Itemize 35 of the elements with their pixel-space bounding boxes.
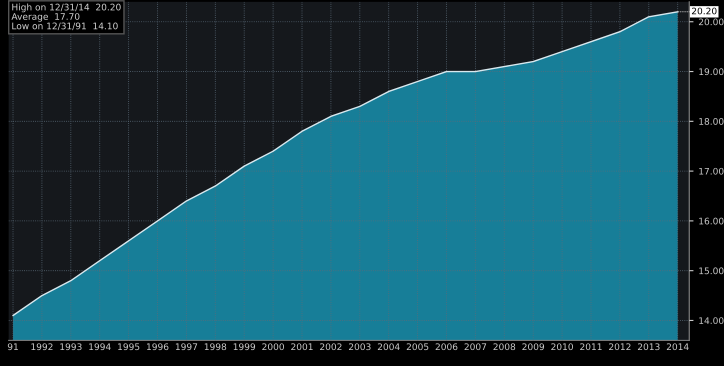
x-tick-label: 1993 bbox=[60, 343, 82, 350]
x-tick-label: 2014 bbox=[666, 343, 689, 350]
x-tick-label: 1995 bbox=[118, 343, 140, 350]
x-tick-label: 2013 bbox=[638, 343, 660, 350]
x-tick-label: 2005 bbox=[406, 343, 428, 350]
y-tick-label: 16.00 bbox=[699, 218, 724, 224]
x-tick-label: 1992 bbox=[31, 343, 53, 350]
y-tick-label: 19.00 bbox=[699, 68, 724, 76]
x-tick-label: 2010 bbox=[551, 343, 573, 350]
y-tick-label: 20.00 bbox=[698, 18, 724, 26]
x-tick-label: 2009 bbox=[522, 343, 544, 350]
x-tick-label: 2012 bbox=[609, 343, 630, 350]
x-tick-label: 2001 bbox=[291, 343, 313, 350]
annotation: High on 12/31/14 20.20 bbox=[12, 4, 121, 12]
annotation: 20.20 bbox=[692, 8, 717, 14]
y-tick-label: 15.00 bbox=[699, 267, 724, 274]
x-tick-label: 2011 bbox=[580, 343, 602, 350]
y-tick-label: 18.00 bbox=[699, 118, 724, 125]
x-tick-label: 2002 bbox=[320, 343, 342, 350]
x-tick-label: 2003 bbox=[348, 343, 371, 350]
y-tick-label: 14.00 bbox=[699, 317, 724, 324]
x-tick-label: 2008 bbox=[493, 343, 516, 350]
x-tick-label: 1996 bbox=[147, 343, 168, 350]
x-tick-label: 91 bbox=[8, 343, 18, 350]
y-tick-label: 17.00 bbox=[699, 168, 724, 175]
x-tick-label: 1999 bbox=[234, 343, 256, 350]
annotation: Low on 12/31/91 14.10 bbox=[12, 22, 118, 30]
x-tick-label: 1998 bbox=[204, 343, 226, 350]
x-tick-label: 2004 bbox=[378, 343, 400, 350]
x-tick-label: 2006 bbox=[436, 343, 458, 350]
x-tick-label: 2007 bbox=[464, 343, 486, 350]
x-tick-label: 2000 bbox=[262, 343, 284, 350]
annotation: Average 17.70 bbox=[11, 13, 80, 22]
x-tick-label: 1994 bbox=[89, 343, 111, 350]
x-tick-label: 1997 bbox=[176, 343, 198, 350]
